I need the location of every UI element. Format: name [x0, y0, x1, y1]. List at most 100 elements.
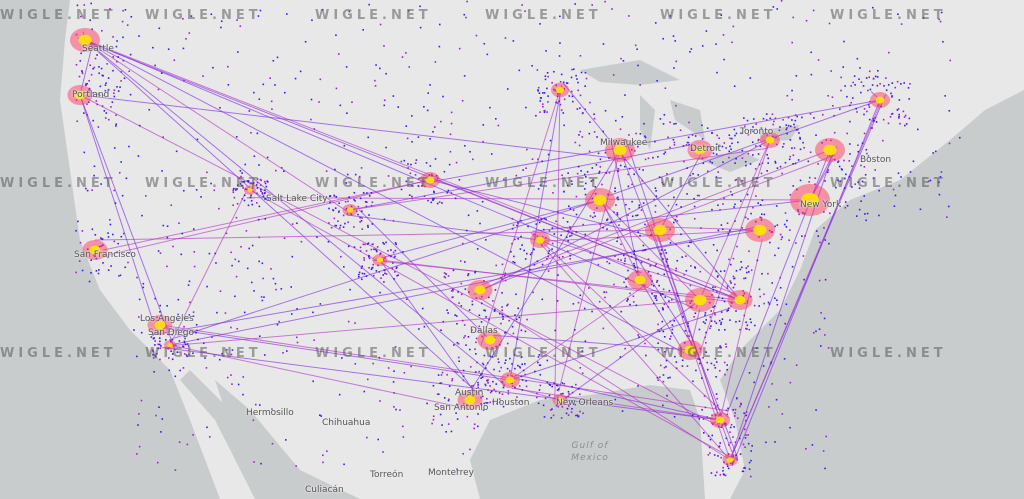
heat-point [513, 354, 516, 357]
heat-point [427, 92, 430, 94]
wigle-watermark: WIGLE.NET [0, 346, 117, 361]
heat-point [370, 268, 373, 271]
heat-point [516, 338, 519, 340]
heat-point [481, 373, 483, 375]
heat-point [566, 184, 569, 187]
heat-point [857, 150, 860, 153]
heat-point [731, 41, 733, 44]
heat-point [743, 314, 746, 317]
heat-point [368, 3, 370, 6]
heat-point [826, 171, 829, 173]
heat-point [469, 366, 472, 368]
heat-point [759, 145, 762, 148]
heat-point [411, 115, 413, 117]
heat-point [359, 216, 361, 219]
heat-point [372, 362, 375, 365]
heat-point [519, 248, 522, 250]
road-trace [608, 99, 881, 197]
heat-point [113, 147, 116, 149]
heat-point [248, 110, 251, 112]
heat-point [477, 386, 479, 389]
heat-point [560, 393, 562, 395]
heat-point [541, 160, 544, 163]
heat-point [337, 220, 339, 222]
heat-point [565, 412, 568, 415]
heat-point [549, 139, 552, 142]
heat-point [81, 269, 84, 272]
heat-point [740, 200, 742, 202]
heat-point [604, 0, 606, 3]
heat-point [361, 272, 364, 275]
heat-point [235, 216, 238, 219]
heat-point [695, 369, 697, 372]
heat-point [730, 282, 732, 284]
heat-point [230, 326, 232, 329]
heat-point [258, 98, 261, 100]
heat-point [337, 211, 340, 213]
heat-point [260, 190, 262, 192]
heat-point [785, 128, 788, 131]
heat-point [440, 382, 443, 384]
heat-point [465, 344, 467, 346]
heat-point [483, 42, 486, 45]
heat-point [637, 385, 639, 387]
heat-point [258, 205, 261, 208]
heat-point [735, 310, 737, 312]
heat-point [871, 84, 874, 86]
heat-point [446, 309, 448, 312]
heat-hotspot [613, 144, 627, 156]
heat-point [484, 309, 487, 312]
heat-point [823, 211, 825, 213]
road-trace [246, 197, 811, 201]
heat-point [421, 307, 424, 310]
heat-point [117, 56, 119, 58]
heat-point [676, 259, 679, 262]
heat-point [359, 221, 361, 223]
heat-point [344, 200, 347, 203]
heat-point [90, 259, 92, 262]
heat-point [697, 174, 700, 176]
heat-point [799, 136, 801, 139]
heat-point [810, 73, 813, 76]
heat-point [830, 70, 833, 72]
heat-point [192, 228, 195, 230]
heat-point [725, 346, 728, 348]
heat-point [206, 426, 208, 429]
heat-point [785, 124, 788, 127]
heat-point [253, 155, 256, 158]
heat-point [138, 298, 141, 301]
heat-point [521, 379, 524, 381]
heat-point [794, 162, 797, 165]
heat-point [385, 241, 387, 244]
heat-point [392, 251, 395, 254]
heat-point [183, 325, 185, 328]
heat-point [338, 202, 341, 205]
heat-point [663, 113, 666, 116]
heat-point [702, 432, 705, 434]
heat-point [711, 162, 714, 164]
heat-point [100, 237, 103, 240]
heat-point [577, 301, 580, 304]
heat-point [371, 201, 374, 203]
heat-point [777, 247, 780, 249]
heat-point [89, 64, 92, 67]
heat-hotspot [875, 96, 885, 104]
heat-point [735, 132, 738, 135]
heat-point [720, 321, 723, 324]
heat-point [97, 272, 100, 275]
heat-point [618, 224, 620, 227]
heat-point [334, 168, 336, 171]
heat-point [723, 361, 726, 364]
heat-point [498, 312, 501, 315]
heat-point [633, 262, 635, 265]
heat-point [400, 160, 403, 163]
heat-point [507, 392, 510, 395]
heat-point [746, 193, 749, 196]
heat-point [346, 112, 348, 114]
heat-point [734, 162, 736, 164]
heat-point [239, 170, 242, 172]
heat-point [517, 364, 519, 367]
heat-point [359, 250, 362, 252]
heat-point [466, 0, 468, 3]
